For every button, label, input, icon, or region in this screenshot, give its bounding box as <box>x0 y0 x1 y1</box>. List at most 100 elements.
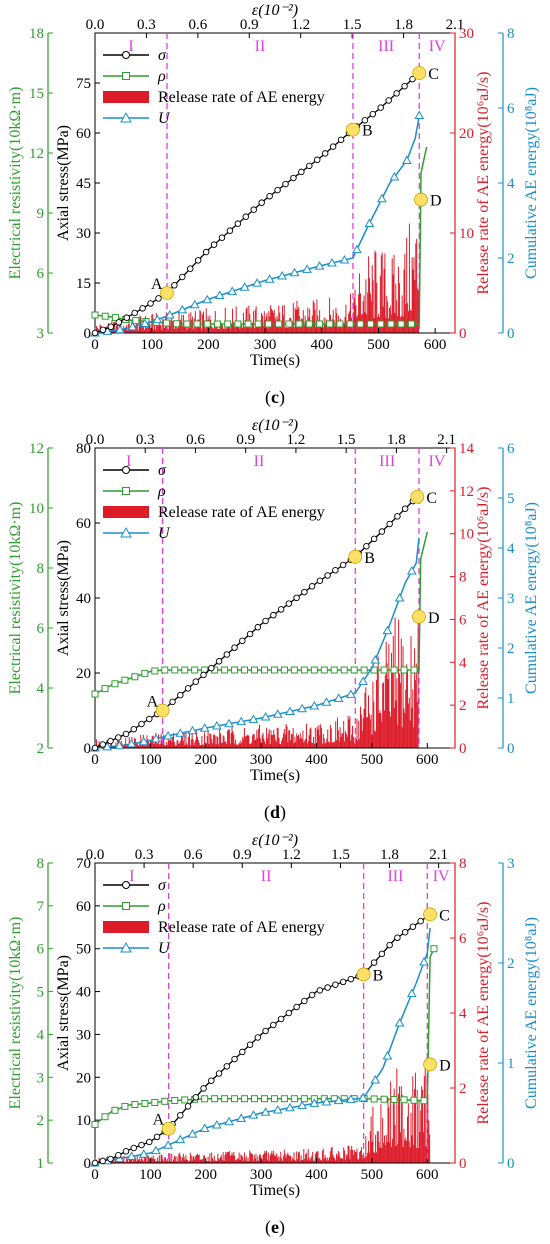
stress-point <box>138 720 145 728</box>
stress-point <box>308 583 316 590</box>
resistivity-point <box>260 1095 268 1103</box>
stress-point <box>262 1027 269 1035</box>
stress-point <box>146 1138 153 1146</box>
strain-tick-label: 2.1 <box>429 847 448 863</box>
cumulative-point <box>199 1123 210 1133</box>
resistivity-point <box>410 1096 418 1104</box>
resistivity-point <box>221 666 229 674</box>
key-point-label: D <box>430 193 442 210</box>
release-tick-label: 20 <box>459 126 474 142</box>
legend-marker-stress <box>122 466 130 474</box>
release-tick-label: 14 <box>459 441 475 457</box>
cumulative-point <box>394 592 405 602</box>
release-tick-label: 0 <box>459 326 467 342</box>
cumulative-point <box>211 1119 222 1129</box>
resistivity-point <box>380 666 388 674</box>
stress-point <box>337 136 345 144</box>
stress-tick-label: 70 <box>76 856 91 872</box>
release-rate-bars <box>95 1067 431 1163</box>
cumulative-point <box>389 171 400 181</box>
cumulative-point <box>370 1074 381 1084</box>
cum-tick-label: 5 <box>507 491 515 507</box>
res-tick-label: 8 <box>37 561 45 577</box>
resistivity-point <box>410 666 418 674</box>
stress-tick-label: 10 <box>76 1113 91 1129</box>
cumulative-point <box>252 278 263 287</box>
resistivity-point <box>234 320 242 328</box>
resistivity-point <box>407 320 415 328</box>
resistivity-point <box>131 673 139 681</box>
cumulative-point <box>138 736 149 746</box>
resistivity-point <box>360 666 368 674</box>
stress-point <box>194 257 202 264</box>
stress-point <box>177 691 184 699</box>
stress-point <box>409 923 417 930</box>
stage-label: I <box>129 868 134 885</box>
strain-tick-label: 1.5 <box>337 432 356 448</box>
resistivity-point <box>191 666 199 674</box>
resistivity-point <box>430 945 438 953</box>
res-tick-label: 4 <box>37 1027 45 1043</box>
stress-point <box>169 698 176 706</box>
key-point-label: C <box>426 490 437 507</box>
x-tick-label: 600 <box>416 1167 439 1183</box>
x-tick-label: 500 <box>361 1167 384 1183</box>
stress-point <box>301 997 308 1005</box>
cumulative-point <box>236 1113 247 1122</box>
resistivity-point <box>121 1102 129 1110</box>
resistivity-point <box>316 320 324 328</box>
cum-tick-label: 3 <box>507 591 515 607</box>
key-point-label: B <box>362 123 373 140</box>
stress-point <box>179 273 186 281</box>
plot-frame <box>94 32 456 334</box>
resistivity-point <box>285 320 293 328</box>
stress-point <box>123 314 130 321</box>
cumulative-point <box>202 294 213 304</box>
release-tick-label: 2 <box>459 698 467 714</box>
res-tick-label: 12 <box>29 146 44 162</box>
cumulative-point <box>419 956 429 966</box>
resistivity-point <box>251 666 259 674</box>
stress-point <box>282 180 289 188</box>
resistivity-point <box>121 676 129 684</box>
strain-tick-label: 1.2 <box>282 847 301 863</box>
resistivity-point <box>213 320 221 328</box>
stress-point <box>308 991 316 999</box>
cumulative-point <box>302 264 312 273</box>
x-tick-label: 600 <box>416 752 439 768</box>
resistivity-point <box>390 1095 398 1103</box>
cumulative-point <box>163 1140 173 1149</box>
resistivity-point <box>101 1113 109 1121</box>
stress-point <box>313 156 321 164</box>
cumulative-markers <box>90 956 429 1167</box>
stress-point <box>115 1152 122 1159</box>
stress-point <box>153 1133 161 1141</box>
stress-point <box>202 248 210 256</box>
stress-axis-label: Axial stress(MPa) <box>55 540 72 656</box>
stress-point <box>177 1112 184 1119</box>
stress-point <box>378 528 386 535</box>
cumulative-point <box>297 1100 308 1110</box>
stress-point <box>370 535 378 543</box>
cum-tick-label: 8 <box>507 26 515 42</box>
key-point-a <box>155 703 170 718</box>
key-point-label: D <box>439 1057 451 1074</box>
resistivity-point <box>91 1120 99 1128</box>
release-rate-bars <box>95 223 419 333</box>
resistivity-point <box>244 320 252 328</box>
cum-tick-label: 2 <box>507 251 515 267</box>
stress-point <box>231 1055 238 1063</box>
resistivity-point <box>241 666 249 674</box>
stress-point <box>301 588 308 596</box>
legend-label-resistivity: ρ <box>157 898 166 915</box>
resistivity-point <box>370 1095 378 1103</box>
x-axis-label: Time(s) <box>250 1182 300 1199</box>
legend-label-resistivity: ρ <box>157 483 166 500</box>
resistivity-point <box>387 320 395 328</box>
stress-markers <box>91 497 417 752</box>
res-axis-label: Electrical resistivity(10kΩ·m) <box>7 917 24 1110</box>
key-point-a <box>160 286 174 300</box>
legend-label-cumulative: U <box>158 110 171 127</box>
stress-point <box>99 1157 107 1165</box>
cumulative-markers <box>90 110 425 337</box>
